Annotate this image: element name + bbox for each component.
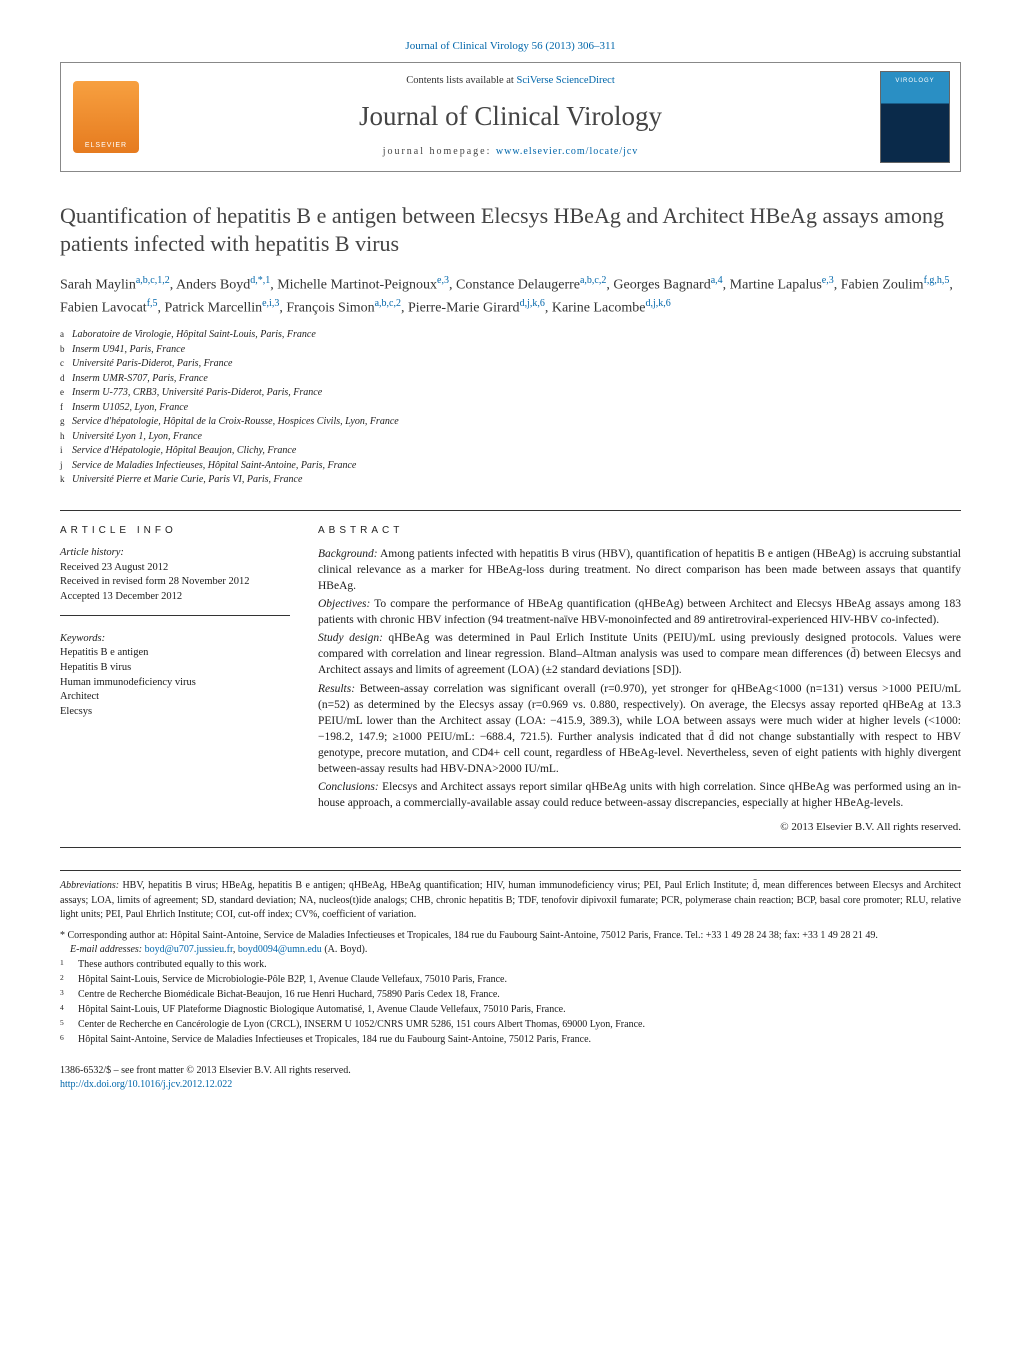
footer-notes: 1These authors contributed equally to th… (60, 958, 961, 1048)
affiliation-item: jService de Maladies Infectieuses, Hôpit… (60, 459, 961, 474)
corr-text: Hôpital Saint-Antoine, Service de Maladi… (170, 930, 878, 941)
affiliation-item: cUniversité Paris-Diderot, Paris, France (60, 357, 961, 372)
email-link-2[interactable]: boyd0094@umn.edu (238, 944, 322, 955)
contents-line: Contents lists available at SciVerse Sci… (161, 75, 860, 86)
abstract-paragraph: Study design: qHBeAg was determined in P… (318, 630, 961, 678)
publisher-logo-cell: ELSEVIER (61, 63, 151, 171)
abstract-paragraph: Objectives: To compare the performance o… (318, 596, 961, 628)
affiliation-item: iService d'Hépatologie, Hôpital Beaujon,… (60, 444, 961, 459)
abstract-copyright: © 2013 Elsevier B.V. All rights reserved… (318, 821, 961, 833)
keyword-item: Hepatitis B virus (60, 661, 290, 676)
affiliation-item: kUniversité Pierre et Marie Curie, Paris… (60, 473, 961, 488)
journal-name: Journal of Clinical Virology (161, 101, 860, 132)
affiliation-item: fInserm U1052, Lyon, France (60, 401, 961, 416)
history-label: Article history: (60, 546, 290, 561)
journal-header: ELSEVIER Contents lists available at Sci… (60, 62, 961, 172)
email-person: (A. Boyd). (324, 944, 367, 955)
keyword-item: Hepatitis B e antigen (60, 646, 290, 661)
email-label: E-mail addresses: (70, 944, 142, 955)
footer-block: Abbreviations: HBV, hepatitis B virus; H… (60, 870, 961, 1048)
abstract-head: abstract (318, 525, 961, 536)
keyword-item: Elecsys (60, 705, 290, 720)
keyword-item: Architect (60, 690, 290, 705)
cover-cell (870, 63, 960, 171)
homepage-line: journal homepage: www.elsevier.com/locat… (161, 146, 860, 157)
email-link-1[interactable]: boyd@u707.jussieu.fr (145, 944, 233, 955)
footnote-item: 3Centre de Recherche Biomédicale Bichat-… (60, 988, 961, 1003)
affiliation-item: gService d'hépatologie, Hôpital de la Cr… (60, 415, 961, 430)
article-title: Quantification of hepatitis B e antigen … (60, 202, 961, 257)
affiliation-item: aLaboratoire de Virologie, Hôpital Saint… (60, 328, 961, 343)
affiliation-item: dInserm UMR-S707, Paris, France (60, 372, 961, 387)
affiliations-list: aLaboratoire de Virologie, Hôpital Saint… (60, 328, 961, 488)
footnote-item: 2Hôpital Saint-Louis, Service de Microbi… (60, 973, 961, 988)
corresponding-author: * Corresponding author at: Hôpital Saint… (60, 929, 961, 944)
affiliation-item: eInserm U-773, CRB3, Université Paris-Di… (60, 386, 961, 401)
contents-prefix: Contents lists available at (406, 75, 516, 86)
issn-line: 1386-6532/$ – see front matter © 2013 El… (60, 1064, 961, 1078)
homepage-prefix: journal homepage: (383, 146, 496, 157)
sciencedirect-link[interactable]: SciVerse ScienceDirect (516, 75, 614, 86)
article-history: Article history: Received 23 August 2012… (60, 546, 290, 616)
abstract-paragraph: Background: Among patients infected with… (318, 546, 961, 594)
abstract-column: abstract Background: Among patients infe… (318, 511, 961, 848)
elsevier-logo-label: ELSEVIER (85, 142, 127, 149)
footnote-item: 1These authors contributed equally to th… (60, 958, 961, 973)
article-info-head: article info (60, 525, 290, 536)
revised-date: Received in revised form 28 November 201… (60, 575, 290, 590)
homepage-link[interactable]: www.elsevier.com/locate/jcv (496, 146, 638, 157)
authors-list: Sarah Maylina,b,c,1,2, Anders Boydd,*,1,… (60, 273, 961, 318)
abstract-paragraph: Conclusions: Elecsys and Architect assay… (318, 779, 961, 811)
article-info-column: article info Article history: Received 2… (60, 511, 290, 848)
keyword-item: Human immunodeficiency virus (60, 676, 290, 691)
accepted-date: Accepted 13 December 2012 (60, 590, 290, 605)
bibliographic-line: Journal of Clinical Virology 56 (2013) 3… (60, 40, 961, 52)
header-center: Contents lists available at SciVerse Sci… (151, 63, 870, 171)
keywords-block: Keywords: Hepatitis B e antigenHepatitis… (60, 632, 290, 720)
abstract-body: Background: Among patients infected with… (318, 546, 961, 812)
keywords-label: Keywords: (60, 632, 290, 647)
received-date: Received 23 August 2012 (60, 561, 290, 576)
affiliation-item: bInserm U941, Paris, France (60, 343, 961, 358)
email-line: E-mail addresses: boyd@u707.jussieu.fr, … (60, 943, 961, 958)
keywords-list: Hepatitis B e antigenHepatitis B virusHu… (60, 646, 290, 719)
footnote-item: 6Hôpital Saint-Antoine, Service de Malad… (60, 1033, 961, 1048)
elsevier-logo: ELSEVIER (73, 81, 139, 153)
affiliation-item: hUniversité Lyon 1, Lyon, France (60, 430, 961, 445)
footnote-item: 4Hôpital Saint-Louis, UF Plateforme Diag… (60, 1003, 961, 1018)
issn-doi-block: 1386-6532/$ – see front matter © 2013 El… (60, 1064, 961, 1092)
abbreviations: Abbreviations: HBV, hepatitis B virus; H… (60, 879, 961, 923)
abstract-paragraph: Results: Between-assay correlation was s… (318, 681, 961, 778)
corr-label: * Corresponding author at: (60, 930, 167, 941)
abbrev-text: HBV, hepatitis B virus; HBeAg, hepatitis… (60, 880, 961, 920)
abbrev-label: Abbreviations: (60, 880, 119, 891)
footnote-item: 5Center de Recherche en Cancérologie de … (60, 1018, 961, 1033)
info-abstract-block: article info Article history: Received 2… (60, 510, 961, 849)
doi-link[interactable]: http://dx.doi.org/10.1016/j.jcv.2012.12.… (60, 1079, 232, 1090)
journal-cover-icon (880, 71, 950, 163)
